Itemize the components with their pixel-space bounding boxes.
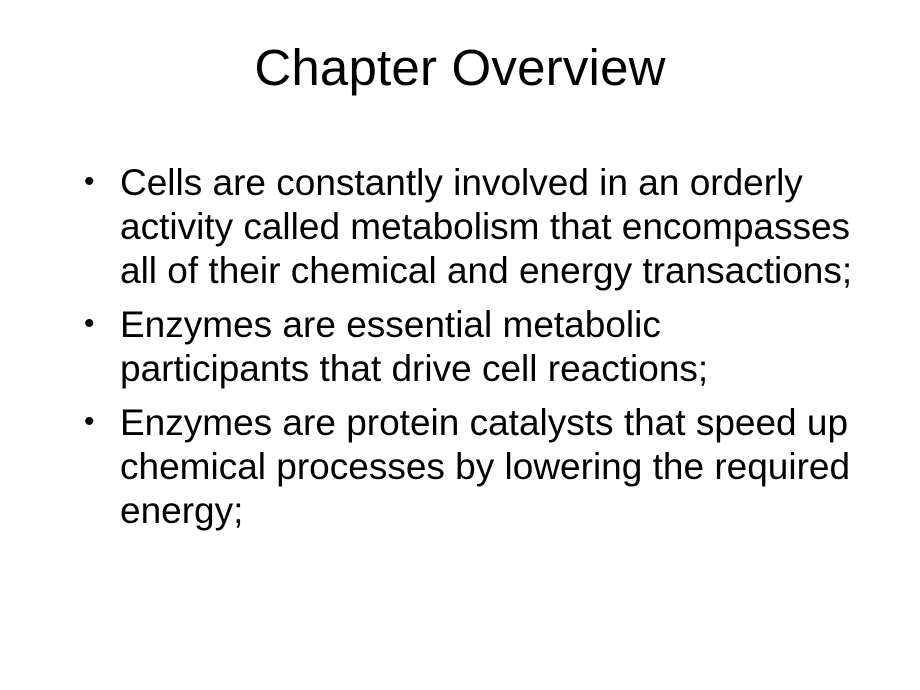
bullet-list: Cells are constantly involved in an orde… [78, 161, 860, 533]
slide-body: Cells are constantly involved in an orde… [0, 117, 920, 533]
bullet-item: Enzymes are essential metabolic particip… [78, 303, 860, 391]
bullet-item: Enzymes are protein catalysts that speed… [78, 401, 860, 533]
slide-title: Chapter Overview [0, 0, 920, 117]
bullet-item: Cells are constantly involved in an orde… [78, 161, 860, 293]
slide: Chapter Overview Cells are constantly in… [0, 0, 920, 690]
